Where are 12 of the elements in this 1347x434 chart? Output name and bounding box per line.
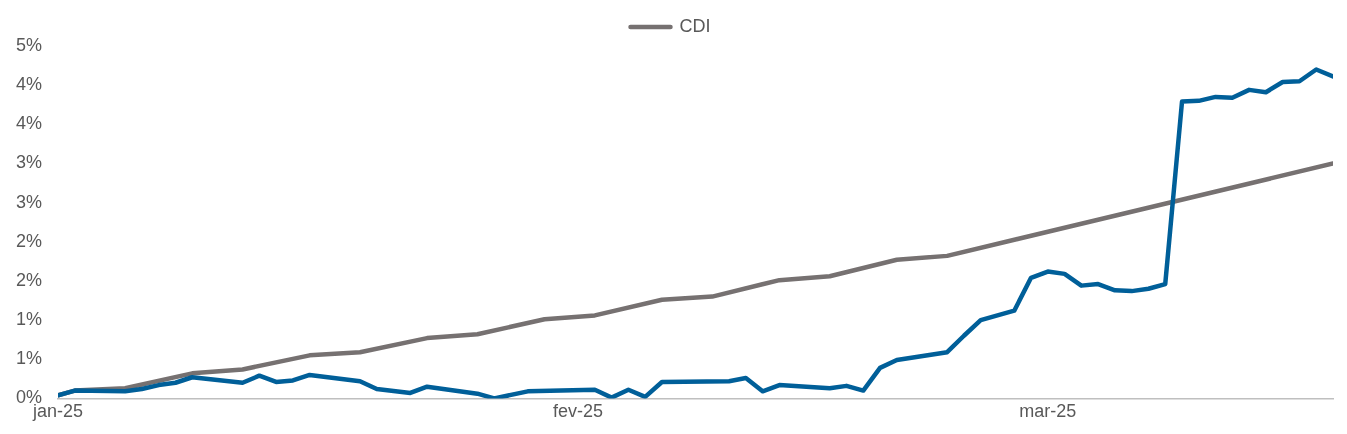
- y-tick-label: 4%: [16, 74, 43, 95]
- x-tick-label: mar-25: [1019, 401, 1077, 422]
- y-tick-label: 3%: [16, 191, 43, 212]
- y-tick-label: 4%: [16, 113, 43, 134]
- y-tick-label: 3%: [16, 152, 43, 173]
- legend-label: CDI: [679, 15, 711, 36]
- y-tick-label: 5%: [16, 34, 43, 55]
- y-tick-label: 2%: [16, 230, 43, 251]
- x-tick-label: fev-25: [553, 401, 604, 422]
- y-tick-label: 1%: [16, 348, 43, 369]
- y-tick-label: 1%: [16, 309, 43, 330]
- y-tick-label: 2%: [16, 269, 43, 290]
